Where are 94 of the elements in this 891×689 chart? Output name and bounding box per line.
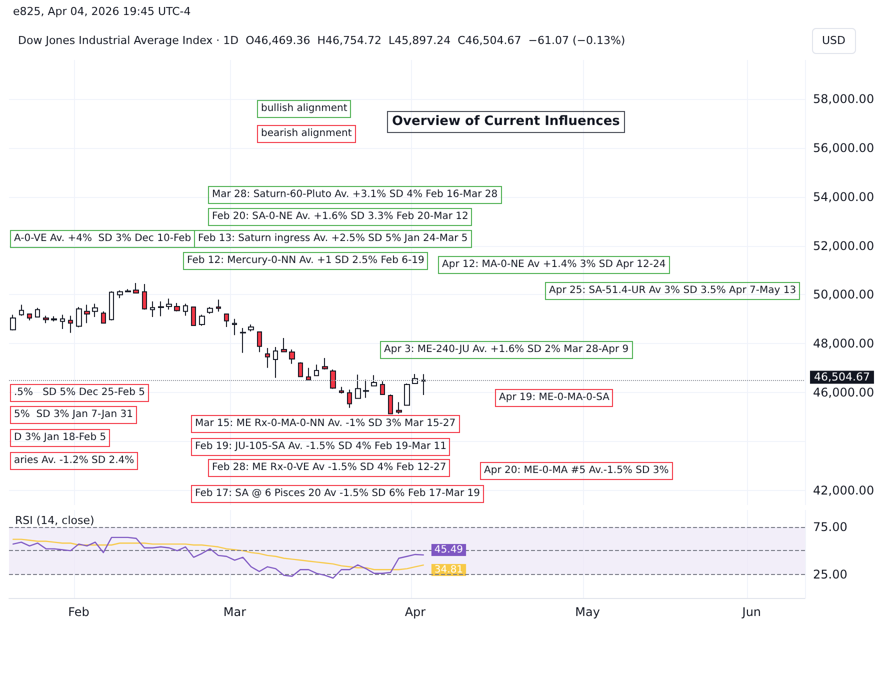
candlestick bbox=[10, 314, 16, 331]
annotation: Feb 19: JU-105-SA Av. -1.5% SD 4% Feb 19-Mar 11 bbox=[191, 438, 450, 456]
x-tick-label: Mar bbox=[223, 605, 246, 619]
ref-line-label: 46,504.67 bbox=[814, 370, 870, 384]
annotation: .5% SD 5% Dec 25-Feb 5 bbox=[10, 384, 149, 402]
candlestick bbox=[380, 380, 385, 396]
candlestick bbox=[183, 303, 188, 316]
data-label: 34.81 bbox=[434, 564, 464, 576]
candlestick bbox=[207, 306, 213, 314]
y-tick-label: 50,000.00 bbox=[813, 288, 874, 302]
annotation: Apr 25: SA-51.4-UR Av 3% SD 3.5% Apr 7-May 13 bbox=[545, 282, 800, 300]
annotation: Feb 13: Saturn ingress Av. +2.5% SD 5% Jan 24-Mar 5 bbox=[194, 230, 472, 248]
candlestick bbox=[125, 288, 131, 293]
annotation: Mar 15: ME Rx-0-MA-0-NN Av. -1% SD 3% Mar 15-27 bbox=[191, 415, 460, 433]
candlestick bbox=[281, 338, 287, 353]
candlestick bbox=[224, 313, 229, 328]
candlestick bbox=[355, 374, 361, 400]
candlestick bbox=[371, 374, 377, 387]
candlestick bbox=[322, 358, 328, 370]
candlestick bbox=[166, 298, 172, 310]
y-tick-label: 58,000.00 bbox=[813, 92, 874, 106]
annotation: Apr 20: ME-0-MA #5 Av.-1.5% SD 3% bbox=[480, 462, 673, 480]
candlestick bbox=[76, 306, 82, 328]
candlestick bbox=[133, 282, 139, 294]
annotation: A-0-VE Av. +4% SD 3% Dec 10-Feb bbox=[10, 230, 196, 248]
x-tick-label: Apr bbox=[404, 605, 426, 619]
annotation: Feb 20: SA-0-NE Av. +1.6% SD 3.3% Feb 20-Mar 12 bbox=[208, 208, 472, 226]
candlestick bbox=[421, 374, 426, 396]
candlestick bbox=[60, 314, 65, 330]
data-label: 45.49 bbox=[434, 544, 464, 556]
candlestick bbox=[109, 290, 114, 321]
y-tick-label: 54,000.00 bbox=[813, 190, 874, 204]
annotation: Feb 28: ME Rx-0-VE Av -1.5% SD 4% Feb 12-27 bbox=[208, 459, 450, 477]
candlestick bbox=[232, 318, 237, 336]
candlestick bbox=[142, 283, 147, 310]
annotation: Feb 12: Mercury-0-NN Av. +1 SD 2.5% Feb 6-19 bbox=[183, 252, 428, 270]
candlestick bbox=[404, 382, 410, 406]
candlestick bbox=[84, 304, 90, 324]
candlestick bbox=[330, 369, 336, 390]
chart-title: Dow Jones Industrial Average Index · 1D O46,469.36 H46,754.72 L45,897.24 C46,504.67 −61.07 (−0.13%) bbox=[18, 34, 626, 47]
candlestick bbox=[306, 367, 311, 381]
candlestick bbox=[158, 300, 164, 317]
candlestick bbox=[347, 389, 352, 408]
candlestick bbox=[314, 364, 319, 377]
candlestick bbox=[289, 348, 295, 364]
line-series bbox=[12, 538, 424, 570]
y-tick-label: 56,000.00 bbox=[813, 141, 874, 156]
x-tick-label: Feb bbox=[68, 605, 90, 619]
candlestick bbox=[412, 373, 418, 384]
y-tick-label: 48,000.00 bbox=[813, 336, 874, 351]
y-tick-label: 25.00 bbox=[813, 567, 848, 582]
candlestick bbox=[248, 324, 254, 332]
annotation: bullish alignment bbox=[257, 100, 352, 118]
y-tick-label: 42,000.00 bbox=[813, 483, 874, 498]
y-tick-label: 52,000.00 bbox=[813, 238, 874, 253]
x-tick-label: May bbox=[575, 605, 600, 619]
candlestick bbox=[265, 348, 270, 368]
candlestick bbox=[19, 304, 24, 316]
annotation: Apr 19: ME-0-MA-0-SA bbox=[495, 389, 614, 407]
y-tick-label: 46,000.00 bbox=[813, 386, 874, 400]
annotation: Apr 12: MA-0-NE Av +1.4% 3% SD Apr 12-24 bbox=[438, 256, 670, 274]
candlestick bbox=[191, 306, 196, 326]
x-tick-label: Jun bbox=[741, 605, 762, 619]
candlestick bbox=[101, 310, 106, 324]
annotation: Feb 17: SA @ 6 Pisces 20 Av -1.5% SD 6% Feb 17-Mar 19 bbox=[191, 485, 484, 503]
line-series bbox=[12, 536, 424, 579]
candlestick bbox=[43, 315, 49, 324]
candlestick bbox=[199, 314, 205, 326]
annotation: aries Av. -1.2% SD 2.4% bbox=[10, 452, 138, 470]
annotation: bearish alignment bbox=[257, 125, 356, 143]
chart-title: RSI (14, close) bbox=[15, 514, 94, 527]
annotation: 5% SD 3% Jan 7-Jan 31 bbox=[10, 406, 137, 424]
annotation: Apr 3: ME-240-JU Av. +1.6% SD 2% Mar 28-Apr 9 bbox=[380, 341, 633, 359]
candlestick bbox=[216, 299, 221, 312]
candlestick bbox=[117, 290, 123, 299]
candlestick bbox=[92, 303, 98, 318]
candlestick bbox=[51, 316, 57, 322]
annotation: Overview of Current Influences bbox=[387, 111, 625, 133]
candlestick bbox=[174, 302, 180, 312]
candlestick bbox=[240, 327, 246, 354]
y-tick-label: 75.00 bbox=[813, 520, 848, 534]
candlestick bbox=[150, 300, 155, 318]
candlestick bbox=[339, 386, 344, 394]
candlestick bbox=[363, 379, 369, 398]
candlestick bbox=[35, 307, 40, 318]
candlestick bbox=[257, 330, 262, 353]
candlestick bbox=[68, 315, 73, 334]
candlestick bbox=[27, 313, 32, 321]
text: e825, Apr 04, 2026 19:45 UTC-4 bbox=[12, 4, 192, 20]
text: USD bbox=[812, 28, 856, 54]
annotation: D 3% Jan 18-Feb 5 bbox=[10, 429, 110, 447]
candlestick bbox=[298, 362, 303, 378]
annotation: Mar 28: Saturn-60-Pluto Av. +3.1% SD 4% Feb 16-Mar 28 bbox=[208, 186, 502, 204]
candlestick bbox=[273, 346, 278, 378]
